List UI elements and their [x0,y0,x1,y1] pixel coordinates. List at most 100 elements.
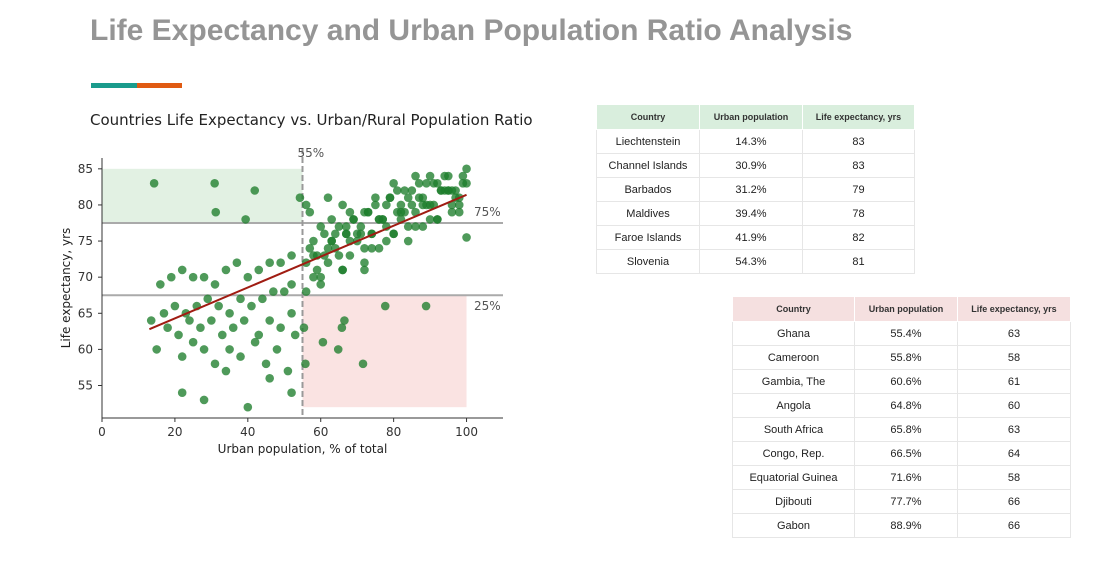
data-point [341,222,351,231]
data-point [444,186,453,195]
column-header-life-expectancy: Life expectancy, yrs [802,104,915,130]
urban-population-cell: 41.9% [699,225,803,250]
data-point [458,171,468,181]
y-tick-label: 85 [78,162,93,176]
country-cell: Djibouti [732,489,855,514]
data-point [265,373,274,383]
data-point [345,207,355,217]
data-point [199,395,209,405]
data-point [185,316,194,325]
data-point [320,229,329,239]
table-row: South Africa 65.8% 63 [732,417,1071,442]
x-tick-label: 0 [98,425,106,439]
data-point [163,323,172,333]
data-point [447,207,457,217]
data-point [241,215,250,224]
life-expectancy-cell: 66 [957,489,1071,514]
data-point [225,308,234,318]
urban-population-cell: 60.6% [854,369,958,394]
data-point [261,359,271,369]
data-point [295,193,305,203]
data-point [309,236,318,246]
data-point [433,215,442,224]
data-point [199,345,209,354]
life-expectancy-cell: 61 [957,369,1071,394]
life-expectancy-cell: 64 [957,441,1071,466]
life-expectancy-cell: 83 [802,129,915,154]
data-point [156,280,165,289]
urban-population-cell: 14.3% [699,129,803,154]
table-row: Equatorial Guinea 71.6% 58 [732,465,1071,490]
data-point [188,272,198,282]
data-point [269,287,278,296]
table-header-row: Country Urban population Life expectancy… [596,104,915,130]
x-tick-label: 20 [167,425,182,439]
y-tick-label: 70 [78,270,93,284]
data-point [309,251,318,260]
data-point [316,272,326,282]
table-row: Cameroon 55.8% 58 [732,345,1071,370]
x-axis-label: Urban population, % of total [218,442,388,456]
data-point [454,200,464,210]
country-cell: Maldives [596,201,700,226]
urban-population-cell: 88.9% [854,513,958,538]
data-point [318,337,328,347]
data-point [411,171,420,181]
data-point [363,207,373,217]
data-point [210,359,220,369]
data-point [301,359,310,369]
data-point [207,316,216,325]
reference-label-75pct: 75% [474,205,501,219]
scatter-chart: 75% 25% 55% 0 20 40 60 80 100 55 60 65 70 75 80 85 Urban… [59,146,503,456]
data-point [210,178,219,188]
trend-line [149,193,467,331]
urban-population-cell: 30.9% [699,153,803,178]
data-point [159,308,169,318]
life-expectancy-cell: 63 [957,321,1071,346]
data-point [247,301,256,311]
data-point [243,272,253,282]
data-point [327,236,336,246]
data-point [199,272,209,282]
data-point [152,345,161,354]
data-point [312,265,322,275]
table-header-row: Country Urban population Life expectancy… [732,296,1071,322]
data-point [305,207,315,217]
chart-title: Countries Life Expectancy vs. Urban/Rura… [90,111,533,129]
data-point [392,186,402,195]
life-expectancy-cell: 82 [802,225,915,250]
urban-population-cell: 55.8% [854,345,958,370]
data-point [396,207,406,217]
data-point [414,178,424,188]
table-row: Barbados 31.2% 79 [596,177,915,202]
data-point [411,222,420,231]
data-point [422,178,431,188]
reference-label-vertical: 55% [298,146,325,160]
data-point [239,316,249,325]
urban-population-cell: 71.6% [854,465,958,490]
data-point [276,323,285,333]
data-point [338,265,347,275]
country-cell: Channel Islands [596,153,700,178]
urban-population-cell: 64.8% [854,393,958,418]
country-cell: Equatorial Guinea [732,465,855,490]
data-point [360,265,369,275]
data-point [421,301,431,311]
data-point [334,222,344,231]
urban-population-cell: 55.4% [854,321,958,346]
data-point [211,207,221,217]
data-point [462,233,471,242]
data-point [352,229,362,239]
life-expectancy-cell: 81 [802,249,915,274]
data-point [338,200,347,210]
data-point [360,258,369,268]
data-point [146,316,156,325]
y-tick-label: 60 [78,342,93,356]
data-point [265,258,274,268]
data-point [228,323,238,333]
x-tick-label: 100 [455,425,478,439]
data-point [436,186,446,195]
data-point [382,200,391,210]
column-header-urban-population: Urban population [854,296,958,322]
data-point [403,193,413,203]
